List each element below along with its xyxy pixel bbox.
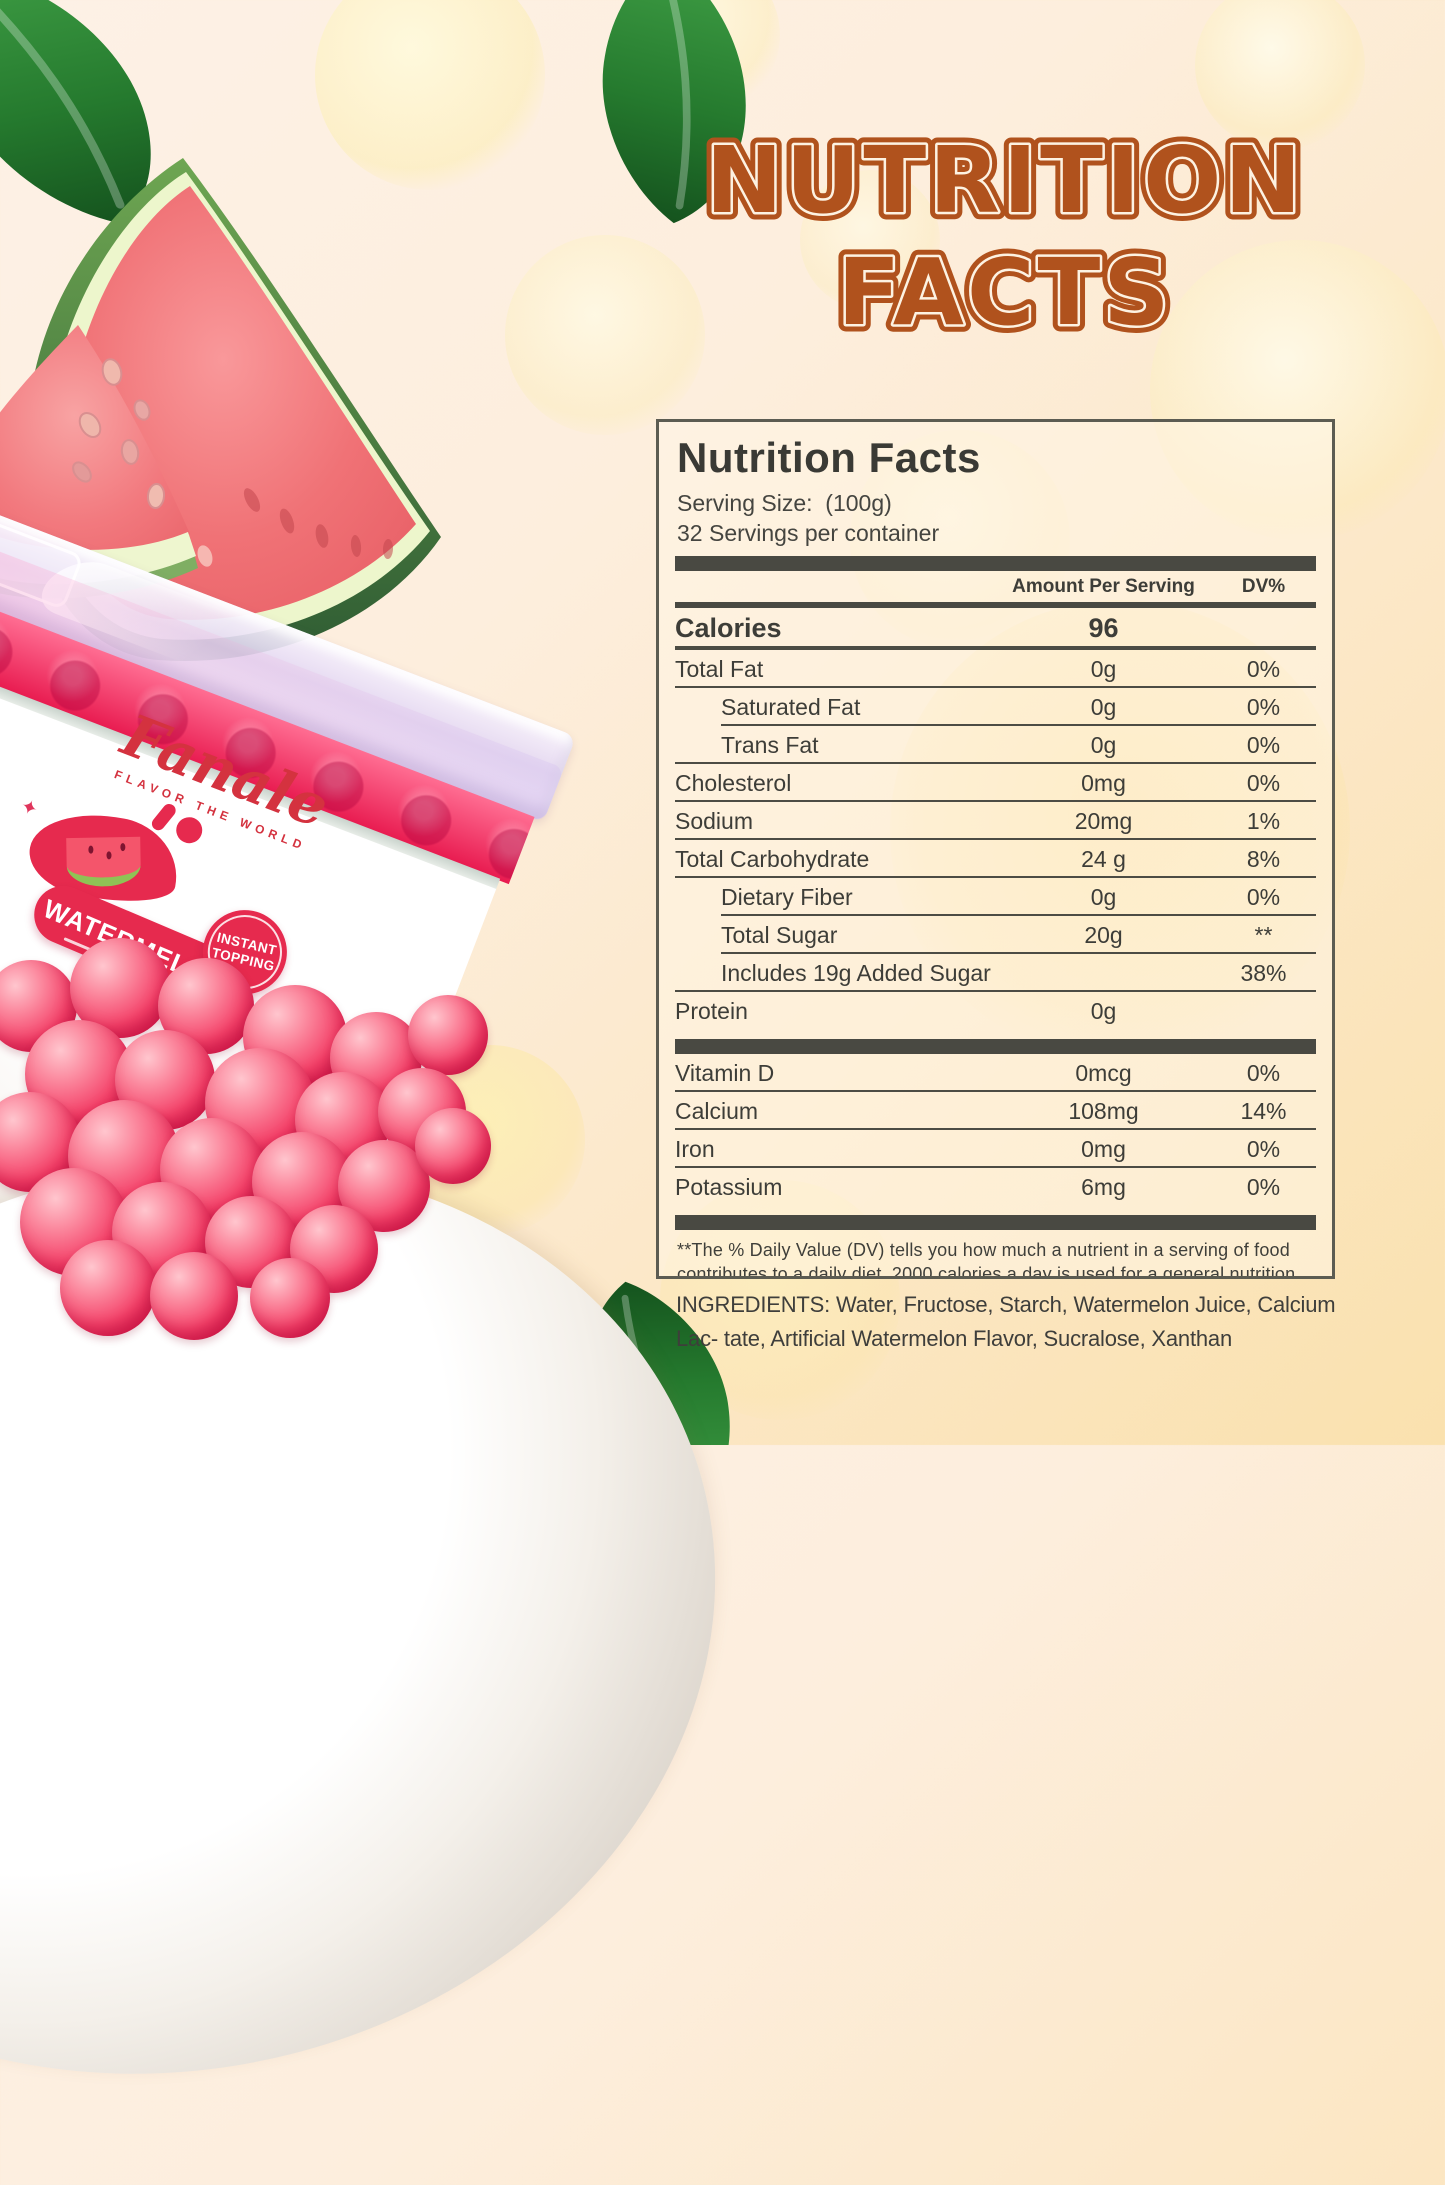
svg-text:FACTS: FACTS: [837, 239, 1172, 346]
row-dv: 38%: [1240, 960, 1287, 987]
row-label: Dietary Fiber: [721, 884, 853, 911]
row-label: Total Fat: [675, 656, 764, 683]
table-row: Includes 19g Added Sugar 38%: [675, 954, 1316, 993]
row-label: Protein: [675, 998, 748, 1025]
row-dv: 0%: [1246, 884, 1281, 911]
svg-text:NUTRITION: NUTRITION: [706, 127, 1305, 234]
table-row: Saturated Fat 0g 0%: [675, 688, 1316, 727]
column-header-amount: Amount Per Serving: [1012, 576, 1195, 597]
row-amount: 108mg: [1068, 1098, 1139, 1125]
row-label: Trans Fat: [721, 732, 819, 759]
ingredients-text: INGREDIENTS: Water, Fructose, Starch, Wa…: [676, 1292, 1336, 1352]
row-dv: 0%: [1246, 732, 1281, 759]
page-title: NUTRITION NUTRITION FACTS FACTS: [698, 120, 1309, 354]
boba-pearl: [250, 1258, 330, 1338]
row-label: Vitamin D: [675, 1060, 775, 1087]
row-dv: 14%: [1240, 1098, 1287, 1125]
row-amount: 0g: [1090, 656, 1117, 683]
table-row: Calcium 108mg 14%: [675, 1092, 1316, 1131]
row-amount: 20mg: [1074, 808, 1133, 835]
row-dv: **: [1254, 922, 1273, 949]
row-label: Iron: [675, 1136, 715, 1163]
watermelon-icon: [66, 836, 142, 888]
row-amount: 0g: [1090, 998, 1117, 1025]
row-amount: 0mg: [1081, 770, 1126, 797]
servings-per-container: 32 Servings per container: [677, 520, 940, 546]
row-dv: 0%: [1246, 770, 1281, 797]
row-label: Saturated Fat: [721, 694, 861, 721]
row-label: Total Sugar: [721, 922, 838, 949]
row-label: Potassium: [675, 1174, 783, 1201]
row-dv: 0%: [1246, 656, 1281, 683]
row-amount: 0g: [1090, 732, 1117, 759]
boba-pearl: [415, 1108, 491, 1184]
row-amount: 6mg: [1081, 1174, 1126, 1201]
row-amount: 20g: [1084, 922, 1123, 949]
serving-size: Serving Size: (100g): [677, 490, 892, 516]
table-row: Total Carbohydrate 24 g 8%: [675, 840, 1316, 879]
boba-pearl: [150, 1252, 238, 1340]
row-dv: 0%: [1246, 694, 1281, 721]
table-row: Trans Fat 0g 0%: [675, 726, 1316, 765]
row-amount: 24 g: [1081, 846, 1126, 873]
table-row: Total Fat 0g 0%: [675, 650, 1316, 689]
row-label: Includes 19g Added Sugar: [721, 960, 991, 987]
row-amount: 96: [1088, 613, 1119, 644]
table-row-calories: Calories 96: [675, 608, 1316, 651]
row-amount: 0g: [1090, 884, 1117, 911]
row-dv: 8%: [1246, 846, 1281, 873]
row-amount: 0mcg: [1075, 1060, 1132, 1087]
nutrition-facts-panel: Nutrition Facts Serving Size: (100g) 32 …: [656, 419, 1335, 1279]
row-label: Calcium: [675, 1098, 759, 1125]
table-row: Sodium 20mg 1%: [675, 802, 1316, 841]
table-row: Dietary Fiber 0g 0%: [675, 878, 1316, 917]
column-header-row: Amount Per Serving DV%: [675, 571, 1316, 602]
row-label: Sodium: [675, 808, 753, 835]
divider-bar: [675, 1215, 1316, 1231]
row-dv: 1%: [1246, 808, 1281, 835]
row-label: Calories: [675, 613, 782, 643]
table-row: Iron 0mg 0%: [675, 1130, 1316, 1169]
row-dv: 0%: [1246, 1060, 1281, 1087]
row-label: Cholesterol: [675, 770, 792, 797]
table-row: Potassium 6mg 0%: [675, 1168, 1316, 1206]
table-row: Protein 0g: [675, 992, 1316, 1030]
row-label: Total Carbohydrate: [675, 846, 870, 873]
column-header-dv: DV%: [1241, 576, 1286, 597]
row-dv: 0%: [1246, 1136, 1281, 1163]
panel-title: Nutrition Facts: [677, 434, 981, 481]
divider-bar: [675, 1039, 1316, 1055]
boba-pearl: [408, 995, 488, 1075]
row-amount: 0g: [1090, 694, 1117, 721]
table-row: Cholesterol 0mg 0%: [675, 764, 1316, 803]
boba-pearl: [60, 1240, 156, 1336]
daily-value-footnote: **The % Daily Value (DV) tells you how m…: [677, 1240, 1296, 1279]
table-row: Total Sugar 20g **: [675, 916, 1316, 955]
divider-bar: [675, 556, 1316, 571]
row-dv: 0%: [1246, 1174, 1281, 1201]
row-amount: 0mg: [1081, 1136, 1126, 1163]
table-row: Vitamin D 0mcg 0%: [675, 1054, 1316, 1093]
